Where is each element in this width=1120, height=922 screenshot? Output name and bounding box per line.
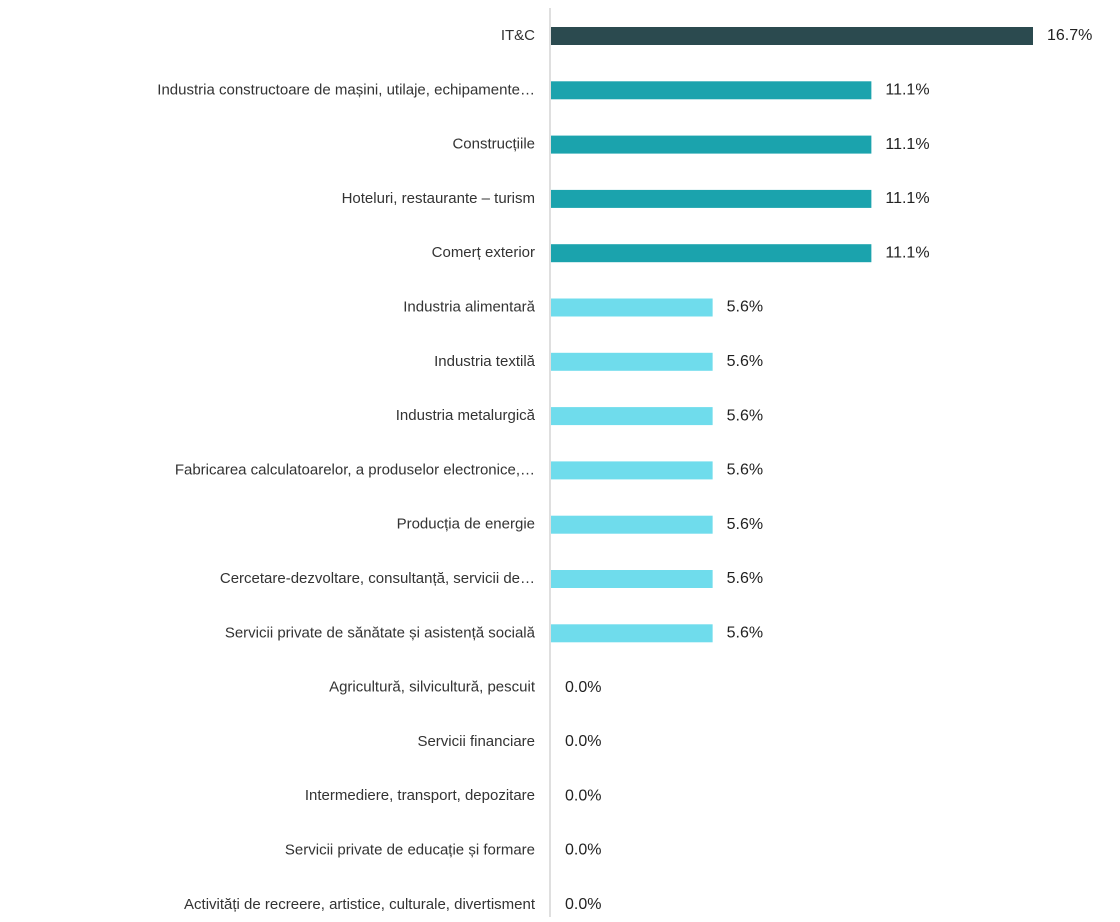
bar (551, 515, 713, 534)
bar (551, 81, 872, 100)
bar (551, 352, 713, 371)
bar (551, 298, 713, 317)
category-label: Agricultură, silvicultură, pescuit (329, 679, 536, 696)
value-label: 5.6% (727, 625, 763, 642)
category-label: Fabricarea calculatoarelor, a produselor… (175, 461, 535, 478)
value-label: 5.6% (727, 516, 763, 533)
category-label: Construcțiile (452, 136, 535, 153)
value-label: 0.0% (565, 842, 601, 859)
value-label: 0.0% (565, 679, 601, 696)
category-label: Activități de recreere, artistice, cultu… (184, 896, 536, 913)
bar (551, 189, 872, 208)
category-label: Producția de energie (397, 516, 535, 533)
value-label: 5.6% (727, 299, 763, 316)
category-label: Cercetare-dezvoltare, consultanță, servi… (220, 570, 535, 587)
category-label: Servicii financiare (417, 733, 535, 750)
value-label: 5.6% (727, 570, 763, 587)
category-label: Industria textilă (434, 353, 536, 370)
value-label: 16.7% (1047, 27, 1092, 44)
value-label: 0.0% (565, 896, 601, 913)
category-label: Intermediere, transport, depozitare (305, 787, 535, 804)
category-label: IT&C (501, 27, 535, 44)
value-label: 5.6% (727, 407, 763, 424)
bar (551, 407, 713, 426)
category-label: Hoteluri, restaurante – turism (342, 190, 535, 207)
bar (551, 27, 1033, 45)
value-label: 11.1% (885, 190, 929, 207)
bar (551, 244, 872, 263)
category-label: Comerț exterior (432, 244, 535, 261)
category-label: Industria constructoare de mașini, utila… (157, 81, 535, 98)
value-label: 11.1% (885, 244, 929, 261)
category-label: Servicii private de sănătate și asistenț… (225, 624, 536, 641)
value-label: 11.1% (885, 82, 929, 99)
bar (551, 135, 872, 154)
value-label: 0.0% (565, 733, 601, 750)
bar (551, 624, 713, 643)
value-label: 5.6% (727, 353, 763, 370)
bar (551, 570, 713, 588)
category-label: Industria alimentară (403, 298, 535, 315)
category-label: Industria metalurgică (396, 407, 536, 424)
bar (551, 461, 713, 480)
value-label: 11.1% (885, 136, 929, 153)
value-label: 0.0% (565, 787, 601, 804)
value-label: 5.6% (727, 462, 763, 479)
category-label: Servicii private de educație și formare (285, 841, 535, 858)
